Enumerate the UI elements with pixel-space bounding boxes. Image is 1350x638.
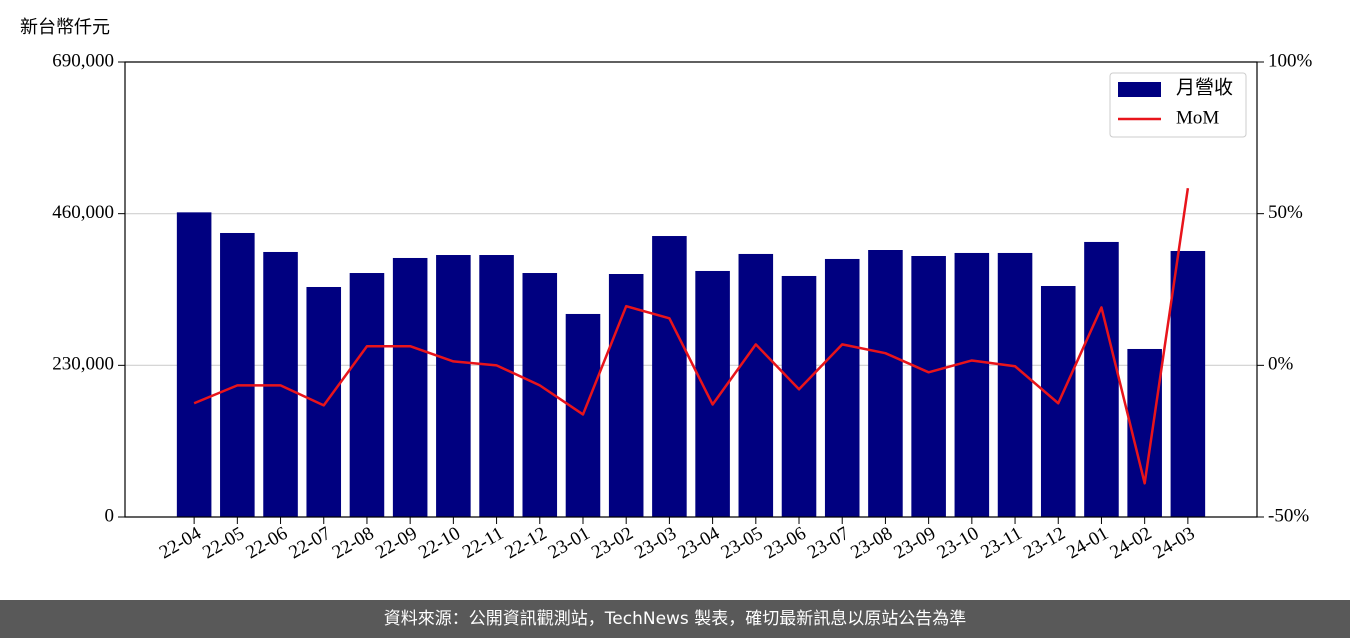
- y-tick-label: 230,000: [52, 354, 114, 375]
- y2-tick-label: 50%: [1268, 202, 1303, 223]
- plot-frame: [124, 61, 1258, 518]
- x-tick-label: 22-10: [415, 523, 464, 563]
- bar: [738, 253, 774, 517]
- y-tick-label: 0: [105, 505, 115, 526]
- bar: [479, 255, 514, 517]
- x-tick-label: 23-09: [890, 523, 939, 563]
- x-tick-label: 22-06: [242, 523, 291, 563]
- x-tick-label: 23-02: [588, 523, 637, 563]
- footer: 資料來源：公開資訊觀測站，TechNews 製表，確切最新訊息以原站公告為準: [0, 600, 1350, 638]
- bar: [349, 273, 385, 517]
- x-tick-label: 23-01: [545, 523, 594, 563]
- bar: [436, 255, 471, 517]
- x-tick-label: 22-07: [286, 523, 335, 563]
- bar: [824, 258, 860, 517]
- y2-tick-label: 0%: [1268, 354, 1294, 375]
- x-tick-label: 22-09: [372, 523, 421, 563]
- bar: [220, 232, 255, 518]
- y2-tick-label: -50%: [1268, 505, 1309, 526]
- x-tick-label: 23-11: [977, 523, 1025, 563]
- y2-tick-label: 100%: [1268, 50, 1313, 71]
- legend: 月營收 MoM: [1109, 72, 1247, 138]
- bar: [954, 252, 990, 517]
- bar: [652, 236, 687, 518]
- y-tick-label: 690,000: [52, 50, 114, 71]
- bar: [781, 275, 817, 517]
- bar: [1084, 241, 1119, 517]
- x-tick-label: 23-12: [1020, 523, 1069, 563]
- bar: [176, 212, 212, 517]
- x-tick-label: 24-01: [1063, 523, 1112, 563]
- bar: [868, 250, 903, 517]
- x-tick-label: 22-05: [199, 523, 248, 563]
- x-tick-label: 24-02: [1106, 523, 1155, 563]
- line: [193, 188, 1190, 485]
- bar: [997, 252, 1033, 517]
- x-tick-label: 23-04: [674, 523, 723, 564]
- x-tick-label: 22-12: [502, 523, 551, 563]
- x-tick-label: 23-03: [631, 523, 680, 563]
- x-tick-label: 23-07: [804, 523, 853, 563]
- x-tick-label: 23-10: [934, 523, 983, 563]
- x-tick-label: 23-05: [718, 523, 767, 563]
- bar: [1170, 250, 1206, 517]
- legend-label: 月營收: [1176, 76, 1233, 98]
- x-tick-label: 22-08: [329, 523, 378, 563]
- x-tick-label: 24-03: [1150, 523, 1199, 563]
- x-tick-label: 22-11: [459, 523, 507, 563]
- bar: [522, 273, 558, 517]
- y-axis-label: 新台幣仟元: [20, 17, 110, 38]
- bar: [392, 257, 428, 517]
- x-tick-label: 23-08: [847, 523, 896, 563]
- bar: [608, 274, 644, 517]
- x-tick-label: 23-06: [761, 523, 810, 563]
- chart: 新台幣仟元 0 230,000 460,000 690,000 -50% 0% 50% 100…: [20, 17, 1313, 564]
- y-tick-label: 460,000: [52, 202, 114, 223]
- x-tick-label: 22-04: [156, 523, 205, 564]
- legend-swatch: [1118, 82, 1161, 97]
- bar: [306, 286, 342, 517]
- legend-label: MoM: [1176, 107, 1219, 128]
- bar: [911, 256, 946, 517]
- bar: [695, 270, 730, 517]
